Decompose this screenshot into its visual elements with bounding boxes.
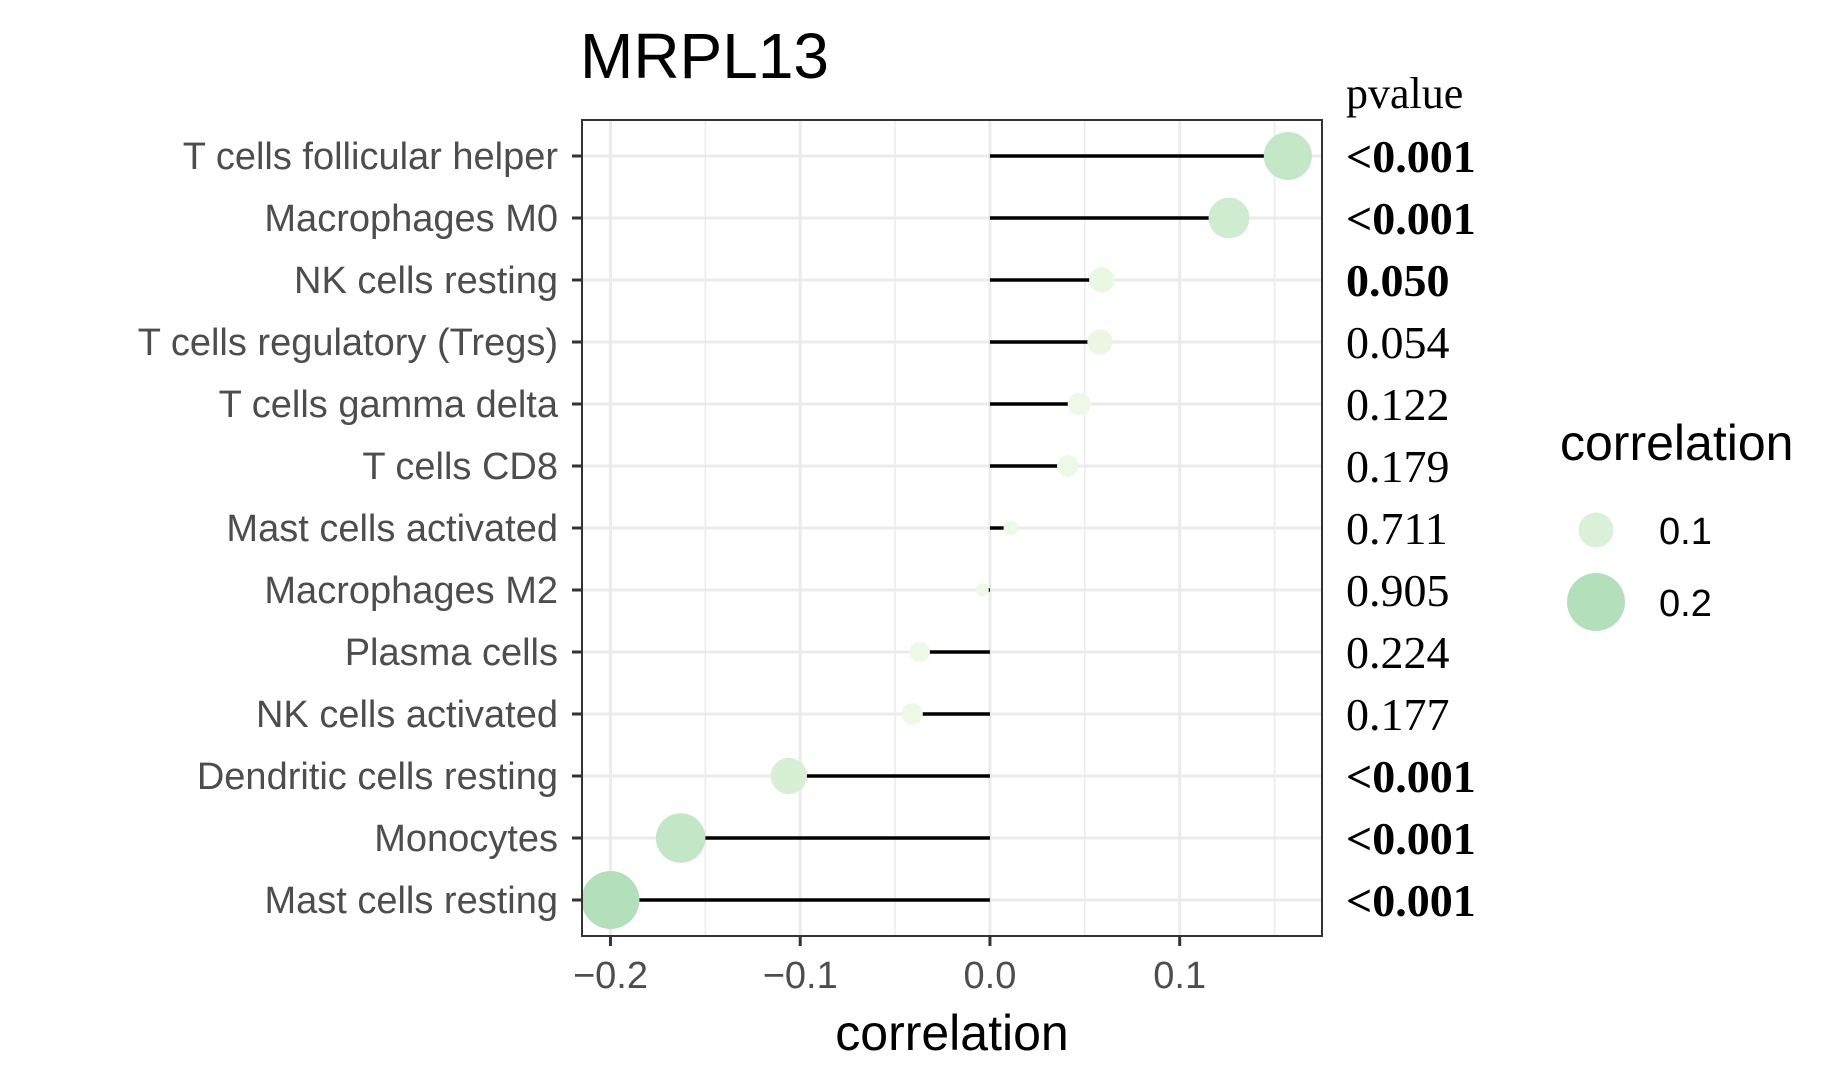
pvalue-label: <0.001 <box>1346 813 1476 864</box>
pvalue-label: 0.050 <box>1346 255 1450 306</box>
pvalue-label: 0.711 <box>1346 503 1448 554</box>
y-tick-label: T cells regulatory (Tregs) <box>138 322 558 364</box>
x-tick-label: −0.2 <box>573 955 648 997</box>
lollipop-point <box>1263 131 1312 181</box>
y-tick-label: Dendritic cells resting <box>197 756 558 798</box>
legend-label: 0.1 <box>1659 511 1712 553</box>
lollipop-point <box>1057 455 1079 477</box>
y-axis-labels: T cells follicular helper Macrophages M0 N… <box>138 136 582 922</box>
size-legend: correlation 0.1 0.2 <box>1560 415 1793 631</box>
y-tick-label: T cells follicular helper <box>183 136 559 178</box>
x-axis-title: correlation <box>835 1005 1068 1061</box>
lollipop-point <box>975 583 989 597</box>
y-tick-label: Macrophages M0 <box>264 198 558 240</box>
lollipop-point <box>909 641 930 663</box>
lollipop-point <box>1087 329 1113 355</box>
y-tick-label: NK cells activated <box>256 694 558 736</box>
y-tick-label: Plasma cells <box>345 632 558 674</box>
pvalue-label: 0.177 <box>1346 689 1450 740</box>
x-tick-label: 0.0 <box>964 955 1017 997</box>
lollipop-point <box>1003 520 1019 536</box>
y-tick-label: Mast cells activated <box>226 508 558 550</box>
pvalue-label: 0.179 <box>1346 441 1450 492</box>
x-axis: −0.2 −0.1 0.0 0.1 <box>573 936 1206 997</box>
lollipop-point <box>1089 267 1115 293</box>
lollipop-point <box>1067 392 1091 416</box>
legend-key <box>1578 512 1614 548</box>
y-tick-label: T cells CD8 <box>362 446 558 488</box>
pvalue-header: pvalue <box>1346 69 1463 118</box>
pvalue-label: 0.224 <box>1346 627 1450 678</box>
pvalue-label: 0.054 <box>1346 317 1450 368</box>
pvalue-label: <0.001 <box>1346 193 1476 244</box>
x-tick-label: −0.1 <box>763 955 838 997</box>
y-tick-label: T cells gamma delta <box>219 384 559 426</box>
lollipop-point <box>901 703 923 725</box>
y-tick-label: NK cells resting <box>294 260 558 302</box>
pvalue-label: <0.001 <box>1346 131 1476 182</box>
lollipop-point <box>581 871 640 929</box>
lollipop-point <box>1208 197 1250 239</box>
lollipop-point <box>655 813 706 863</box>
legend-key <box>1567 573 1625 631</box>
plot-panel <box>581 119 1323 937</box>
y-tick-label: Macrophages M2 <box>264 570 558 612</box>
legend-title: correlation <box>1560 415 1793 471</box>
y-tick-label: Mast cells resting <box>264 880 558 922</box>
pvalue-label: 0.122 <box>1346 379 1450 430</box>
x-tick-label: 0.1 <box>1153 955 1206 997</box>
pvalue-label: <0.001 <box>1346 751 1476 802</box>
chart-title: MRPL13 <box>580 20 829 92</box>
pvalue-column: <0.001 <0.001 0.050 0.054 0.122 0.179 0.711 0.9… <box>1346 131 1476 926</box>
pvalue-label: 0.905 <box>1346 565 1450 616</box>
y-tick-label: Monocytes <box>374 818 558 860</box>
legend-label: 0.2 <box>1659 583 1712 625</box>
lollipop-point <box>770 757 808 795</box>
pvalue-label: <0.001 <box>1346 875 1476 926</box>
